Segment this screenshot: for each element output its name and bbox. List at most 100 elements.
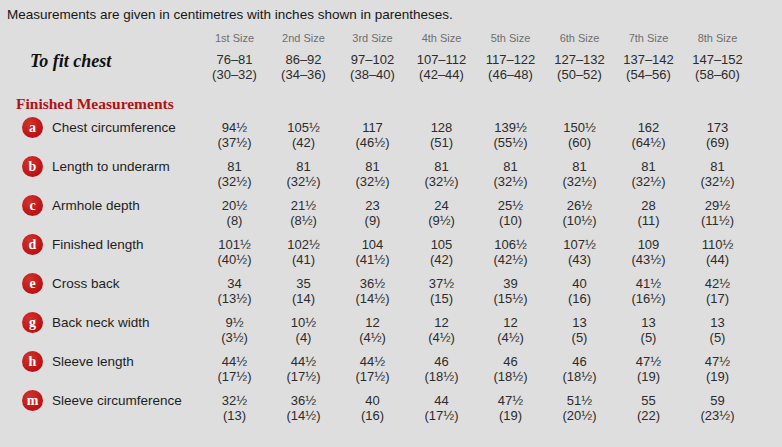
value-inches: (64½) xyxy=(614,135,683,150)
measurement-value-cell: 46(18½) xyxy=(476,354,545,384)
measurement-rows: aChest circumference94½(37½)105½(42)117(… xyxy=(0,120,782,423)
measurement-value-cell: 24(9½) xyxy=(407,198,476,228)
value-inches: (17½) xyxy=(269,369,338,384)
measurement-value-cell: 40(16) xyxy=(545,276,614,306)
value-inches: (19) xyxy=(614,369,683,384)
value-inches: (17½) xyxy=(200,369,269,384)
value-cm: 97–102 xyxy=(338,52,407,67)
value-cm: 21½ xyxy=(269,198,338,213)
measurement-value-cell: 127–132(50–52) xyxy=(545,52,614,82)
table-row: gBack neck width9½(3½)10½(4)12(4½)12(4½)… xyxy=(0,315,782,345)
value-inches: (3½) xyxy=(200,330,269,345)
measurement-value-cell: 81(32½) xyxy=(476,159,545,189)
value-inches: (42) xyxy=(407,252,476,267)
row-label-text: Finished length xyxy=(52,237,144,252)
value-inches: (4½) xyxy=(407,330,476,345)
value-inches: (51) xyxy=(407,135,476,150)
value-cm: 32½ xyxy=(200,393,269,408)
value-inches: (14½) xyxy=(269,408,338,423)
value-inches: (11) xyxy=(614,213,683,228)
measurement-value-cell: 117(46½) xyxy=(338,120,407,150)
value-cm: 128 xyxy=(407,120,476,135)
value-inches: (4) xyxy=(269,330,338,345)
value-cm: 35 xyxy=(269,276,338,291)
value-inches: (4½) xyxy=(338,330,407,345)
value-inches: (30–32) xyxy=(200,67,269,82)
value-inches: (32½) xyxy=(683,174,752,189)
measurement-value-cell: 97–102(38–40) xyxy=(338,52,407,82)
measurement-value-cell: 147–152(58–60) xyxy=(683,52,752,82)
value-cm: 9½ xyxy=(200,315,269,330)
value-cm: 44½ xyxy=(338,354,407,369)
measurement-value-cell: 36½(14½) xyxy=(269,393,338,423)
value-inches: (19) xyxy=(683,369,752,384)
letter-badge: d xyxy=(22,234,43,255)
value-cm: 109 xyxy=(614,237,683,252)
size-column-header: 2nd Size xyxy=(269,32,338,44)
measurement-value-cell: 51½(20½) xyxy=(545,393,614,423)
value-cm: 23 xyxy=(338,198,407,213)
size-column-header: 4th Size xyxy=(407,32,476,44)
row-label: eCross back xyxy=(0,273,200,294)
value-cm: 107–112 xyxy=(407,52,476,67)
value-cm: 110½ xyxy=(683,237,752,252)
value-cm: 40 xyxy=(545,276,614,291)
size-column-header: 3rd Size xyxy=(338,32,407,44)
value-cm: 36½ xyxy=(338,276,407,291)
measurement-value-cell: 162(64½) xyxy=(614,120,683,150)
letter-badge: h xyxy=(22,351,43,372)
measurement-value-cell: 36½(14½) xyxy=(338,276,407,306)
measurement-value-cell: 94½(37½) xyxy=(200,120,269,150)
table-row: dFinished length101½(40½)102½(41)104(41½… xyxy=(0,237,782,267)
value-inches: (32½) xyxy=(269,174,338,189)
value-inches: (43½) xyxy=(614,252,683,267)
value-cm: 40 xyxy=(338,393,407,408)
value-cm: 29½ xyxy=(683,198,752,213)
value-cm: 59 xyxy=(683,393,752,408)
value-inches: (16) xyxy=(545,291,614,306)
measurement-value-cell: 39(15½) xyxy=(476,276,545,306)
measurement-value-cell: 107½(43) xyxy=(545,237,614,267)
measurement-value-cell: 150½(60) xyxy=(545,120,614,150)
value-cm: 86–92 xyxy=(269,52,338,67)
measurement-value-cell: 46(18½) xyxy=(545,354,614,384)
measurement-value-cell: 104(41½) xyxy=(338,237,407,267)
value-cm: 13 xyxy=(545,315,614,330)
value-cm: 42½ xyxy=(683,276,752,291)
row-label-text: Armhole depth xyxy=(52,198,140,213)
size-column-header: 6th Size xyxy=(545,32,614,44)
value-cm: 117 xyxy=(338,120,407,135)
measurement-value-cell: 173(69) xyxy=(683,120,752,150)
measurement-value-cell: 59(23½) xyxy=(683,393,752,423)
row-label-text: Sleeve length xyxy=(52,354,134,369)
value-inches: (18½) xyxy=(545,369,614,384)
table-row: eCross back34(13½)35(14)36½(14½)37½(15)3… xyxy=(0,276,782,306)
measurement-value-cell: 28(11) xyxy=(614,198,683,228)
value-cm: 81 xyxy=(407,159,476,174)
value-cm: 150½ xyxy=(545,120,614,135)
value-cm: 76–81 xyxy=(200,52,269,67)
value-cm: 81 xyxy=(269,159,338,174)
measurement-value-cell: 139½(55½) xyxy=(476,120,545,150)
value-inches: (14½) xyxy=(338,291,407,306)
letter-badge: m xyxy=(22,390,43,411)
measurement-value-cell: 81(32½) xyxy=(614,159,683,189)
value-inches: (42) xyxy=(269,135,338,150)
value-inches: (41½) xyxy=(338,252,407,267)
value-inches: (32½) xyxy=(614,174,683,189)
value-inches: (42½) xyxy=(476,252,545,267)
measurement-value-cell: 86–92(34–36) xyxy=(269,52,338,82)
value-inches: (55½) xyxy=(476,135,545,150)
value-cm: 137–142 xyxy=(614,52,683,67)
measurement-value-cell: 47½(19) xyxy=(476,393,545,423)
value-inches: (19) xyxy=(476,408,545,423)
value-cm: 26½ xyxy=(545,198,614,213)
value-inches: (69) xyxy=(683,135,752,150)
value-cm: 127–132 xyxy=(545,52,614,67)
measurement-value-cell: 110½(44) xyxy=(683,237,752,267)
value-inches: (18½) xyxy=(476,369,545,384)
measurement-value-cell: 117–122(46–48) xyxy=(476,52,545,82)
value-cm: 94½ xyxy=(200,120,269,135)
measurement-value-cell: 107–112(42–44) xyxy=(407,52,476,82)
measurement-value-cell: 81(32½) xyxy=(269,159,338,189)
